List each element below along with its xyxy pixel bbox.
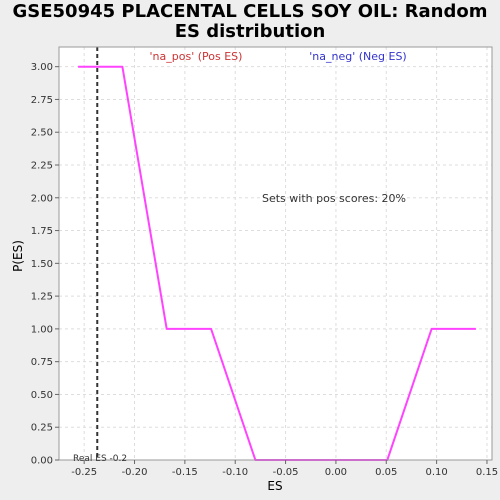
y-tick-label: 1.75 (31, 226, 53, 237)
chart-title: GSE50945 PLACENTAL CELLS SOY OIL: Random… (12, 1, 488, 42)
y-tick-label: 0.00 (31, 456, 53, 467)
x-axis-label: ES (267, 479, 282, 493)
x-tick-label: 0.10 (425, 467, 447, 478)
y-tick-label: 3.00 (31, 62, 53, 73)
x-tick-label: 0.00 (325, 467, 347, 478)
y-tick-label: 0.25 (31, 423, 53, 434)
y-tick-label: 1.25 (31, 292, 53, 303)
legend-pos-label: 'na_pos' (Pos ES) (150, 50, 243, 63)
pos-scores-annotation: Sets with pos scores: 20% (262, 192, 406, 205)
y-tick-label: 0.75 (31, 357, 53, 368)
x-tick-label: -0.20 (122, 467, 148, 478)
x-tick-label: -0.15 (172, 467, 198, 478)
real-es-annotation: Real ES -0.2 (73, 454, 127, 464)
y-axis-label: P(ES) (11, 240, 25, 272)
y-tick-label: 2.75 (31, 95, 53, 106)
y-tick-label: 2.00 (31, 193, 53, 204)
y-tick-label: 2.50 (31, 128, 53, 139)
y-tick-label: 1.00 (31, 324, 53, 335)
y-tick-label: 0.50 (31, 390, 53, 401)
legend-neg-label: 'na_neg' (Neg ES) (309, 50, 406, 63)
y-tick-label: 1.50 (31, 259, 53, 270)
x-tick-label: -0.10 (222, 467, 248, 478)
x-tick-label: 0.05 (375, 467, 397, 478)
plot-area (59, 47, 492, 460)
x-tick-label: -0.05 (273, 467, 299, 478)
x-tick-label: 0.15 (476, 467, 498, 478)
tick-layer: -0.25 -0.20 -0.15 -0.10 -0.05 0.00 0.05 0.10 0.1… (31, 62, 498, 478)
y-tick-label: 2.25 (31, 161, 53, 172)
x-tick-label: -0.25 (71, 467, 97, 478)
plot-border (58, 46, 493, 461)
